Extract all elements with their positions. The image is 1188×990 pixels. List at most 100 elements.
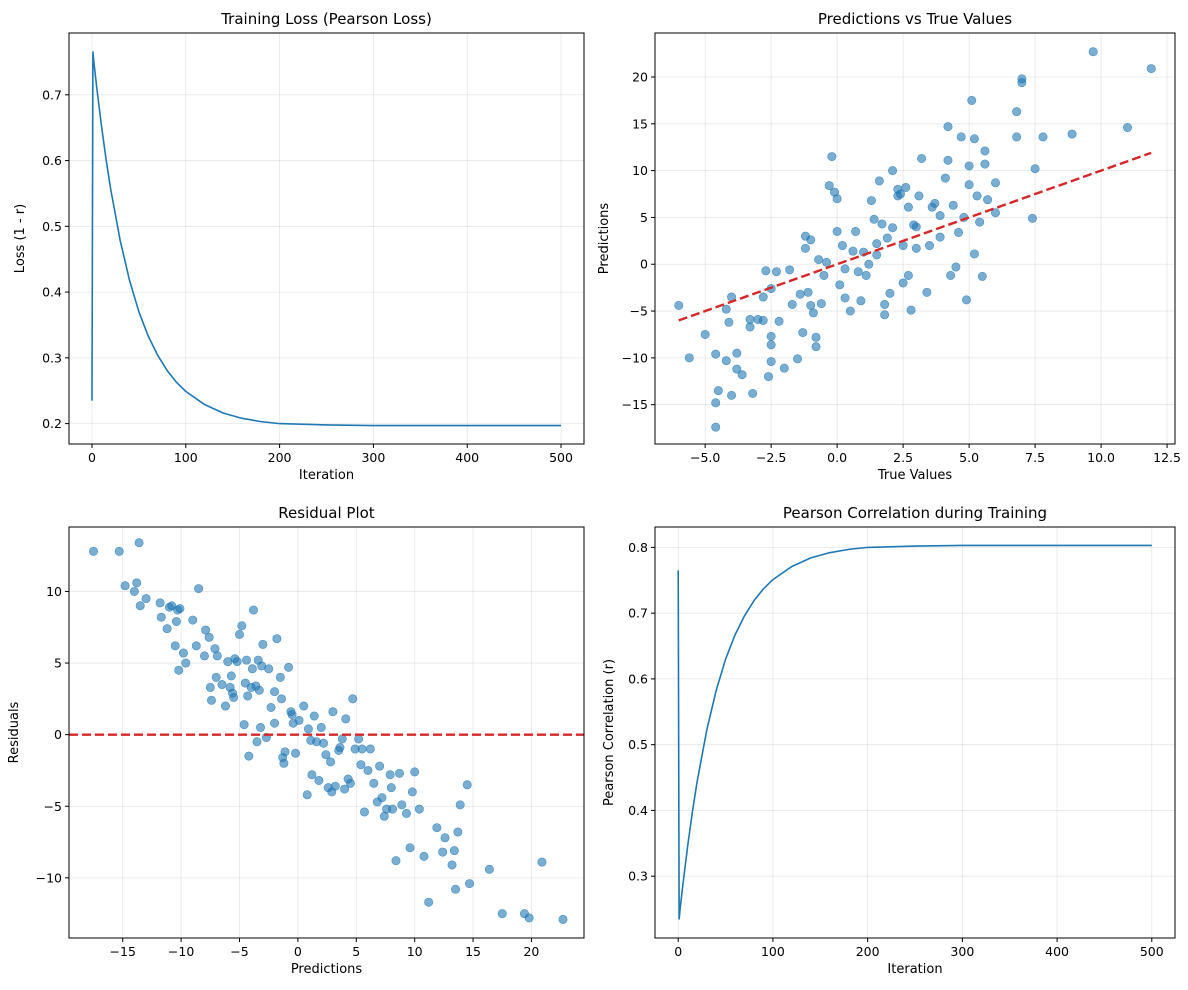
data-point xyxy=(761,266,771,276)
data-point xyxy=(758,292,768,302)
data-point xyxy=(816,299,826,309)
y-tick-label: 0.2 xyxy=(42,416,62,431)
data-point xyxy=(188,615,198,625)
data-point xyxy=(199,651,209,661)
data-point xyxy=(814,255,824,265)
data-point xyxy=(321,750,331,760)
data-point xyxy=(524,913,534,923)
data-point xyxy=(211,672,221,682)
data-point xyxy=(247,664,257,674)
chart-title: Pearson Correlation during Training xyxy=(783,504,1047,522)
x-tick-label: 15 xyxy=(465,944,481,959)
y-tick-label: 5 xyxy=(54,656,62,671)
data-point xyxy=(244,751,254,761)
data-point xyxy=(206,695,216,705)
data-point xyxy=(280,747,290,757)
series-line xyxy=(91,51,562,427)
x-axis-label: True Values xyxy=(877,468,952,483)
data-point xyxy=(711,349,721,359)
data-point xyxy=(806,235,816,245)
data-point xyxy=(438,847,448,857)
data-point xyxy=(191,641,201,651)
data-point xyxy=(432,823,442,833)
x-axis-label: Predictions xyxy=(291,962,363,977)
plot-area xyxy=(91,51,562,427)
x-tick-label: 500 xyxy=(549,450,573,465)
chart-panel-2: −5.0 −2.5 0.0 2.5 5.0 7.5 10.0 12.5 −15 −10 −5 0 5 10… xyxy=(597,10,1181,483)
data-point xyxy=(316,722,326,732)
data-point xyxy=(455,800,465,810)
data-point xyxy=(946,270,956,280)
data-point xyxy=(927,202,937,212)
chart-panel-4: 0 100 200 300 400 500 0.3 0.4 0.5 0.6 0.7 0.8 Pearso… xyxy=(602,504,1176,977)
data-point xyxy=(766,340,776,350)
data-point xyxy=(212,651,222,661)
x-tick-label: 100 xyxy=(761,944,785,959)
x-tick-label: −10 xyxy=(168,944,194,959)
data-point xyxy=(89,546,99,556)
x-tick-label: −15 xyxy=(110,944,136,959)
y-tick-label: 10 xyxy=(632,163,648,178)
x-tick-label: 200 xyxy=(856,944,880,959)
data-point xyxy=(302,790,312,800)
data-point xyxy=(204,632,214,642)
data-point xyxy=(243,691,253,701)
chart-title: Residual Plot xyxy=(278,504,375,522)
data-point xyxy=(909,220,919,230)
y-tick-label: 5 xyxy=(640,210,648,225)
data-point xyxy=(359,807,369,817)
x-tick-label: −2.5 xyxy=(756,450,786,465)
y-tick-label: 0.4 xyxy=(628,803,648,818)
data-point xyxy=(537,857,547,867)
y-tick-label: −5 xyxy=(630,304,648,319)
data-point xyxy=(888,223,898,233)
data-point xyxy=(175,604,185,614)
data-point xyxy=(155,598,165,608)
data-point xyxy=(991,178,1001,188)
x-tick-label: 400 xyxy=(455,450,479,465)
data-point xyxy=(711,398,721,408)
data-point xyxy=(975,217,985,227)
plot-area xyxy=(674,47,1156,432)
data-point xyxy=(156,612,166,622)
axes-frame xyxy=(68,32,585,445)
data-point xyxy=(969,249,979,259)
data-point xyxy=(309,711,319,721)
data-point xyxy=(335,743,345,753)
data-point xyxy=(795,289,805,299)
data-point xyxy=(764,372,774,382)
data-point xyxy=(880,300,890,310)
data-point xyxy=(874,176,884,186)
y-tick-label: 0 xyxy=(54,727,62,742)
data-point xyxy=(824,181,834,191)
data-point xyxy=(856,296,866,306)
chart-title: Predictions vs True Values xyxy=(818,10,1012,28)
x-tick-label: 10.0 xyxy=(1087,450,1115,465)
data-point xyxy=(895,189,905,199)
axes-frame xyxy=(68,526,585,939)
data-point xyxy=(234,629,244,639)
data-point xyxy=(819,270,829,280)
data-point xyxy=(793,354,803,364)
data-point xyxy=(356,760,366,770)
data-point xyxy=(977,271,987,281)
data-point xyxy=(129,586,139,596)
data-point xyxy=(1067,129,1077,139)
data-point xyxy=(258,639,268,649)
y-tick-label: 0.5 xyxy=(628,737,648,752)
data-point xyxy=(935,211,945,221)
data-point xyxy=(745,322,755,332)
data-point xyxy=(330,781,340,791)
data-point xyxy=(484,864,494,874)
y-tick-label: 0.3 xyxy=(42,350,62,365)
data-point xyxy=(451,884,461,894)
data-point xyxy=(1038,132,1048,142)
data-point xyxy=(724,317,734,327)
data-point xyxy=(294,715,304,725)
data-point xyxy=(811,332,821,342)
data-point xyxy=(961,295,971,305)
y-axis-label: Loss (1 - r) xyxy=(13,204,28,273)
data-point xyxy=(394,768,404,778)
data-point xyxy=(447,860,457,870)
data-point xyxy=(972,191,982,201)
